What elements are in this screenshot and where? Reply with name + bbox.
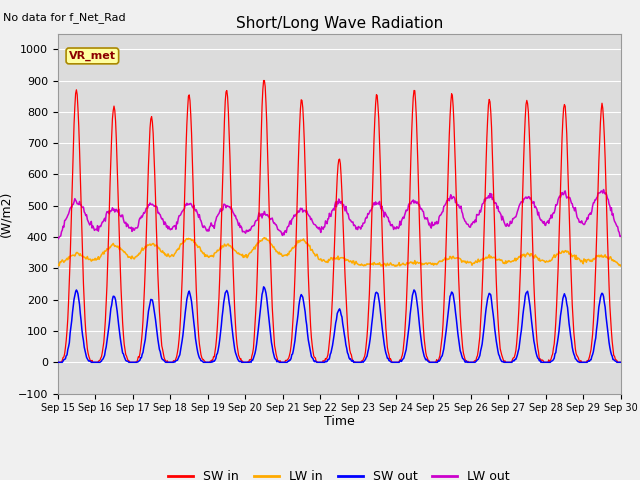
X-axis label: Time: Time	[324, 415, 355, 428]
Text: VR_met: VR_met	[69, 51, 116, 61]
Legend: SW in, LW in, SW out, LW out: SW in, LW in, SW out, LW out	[163, 465, 515, 480]
Title: Short/Long Wave Radiation: Short/Long Wave Radiation	[236, 16, 443, 31]
Y-axis label: (W/m2): (W/m2)	[0, 191, 12, 237]
Text: No data for f_Net_Rad: No data for f_Net_Rad	[3, 12, 126, 23]
